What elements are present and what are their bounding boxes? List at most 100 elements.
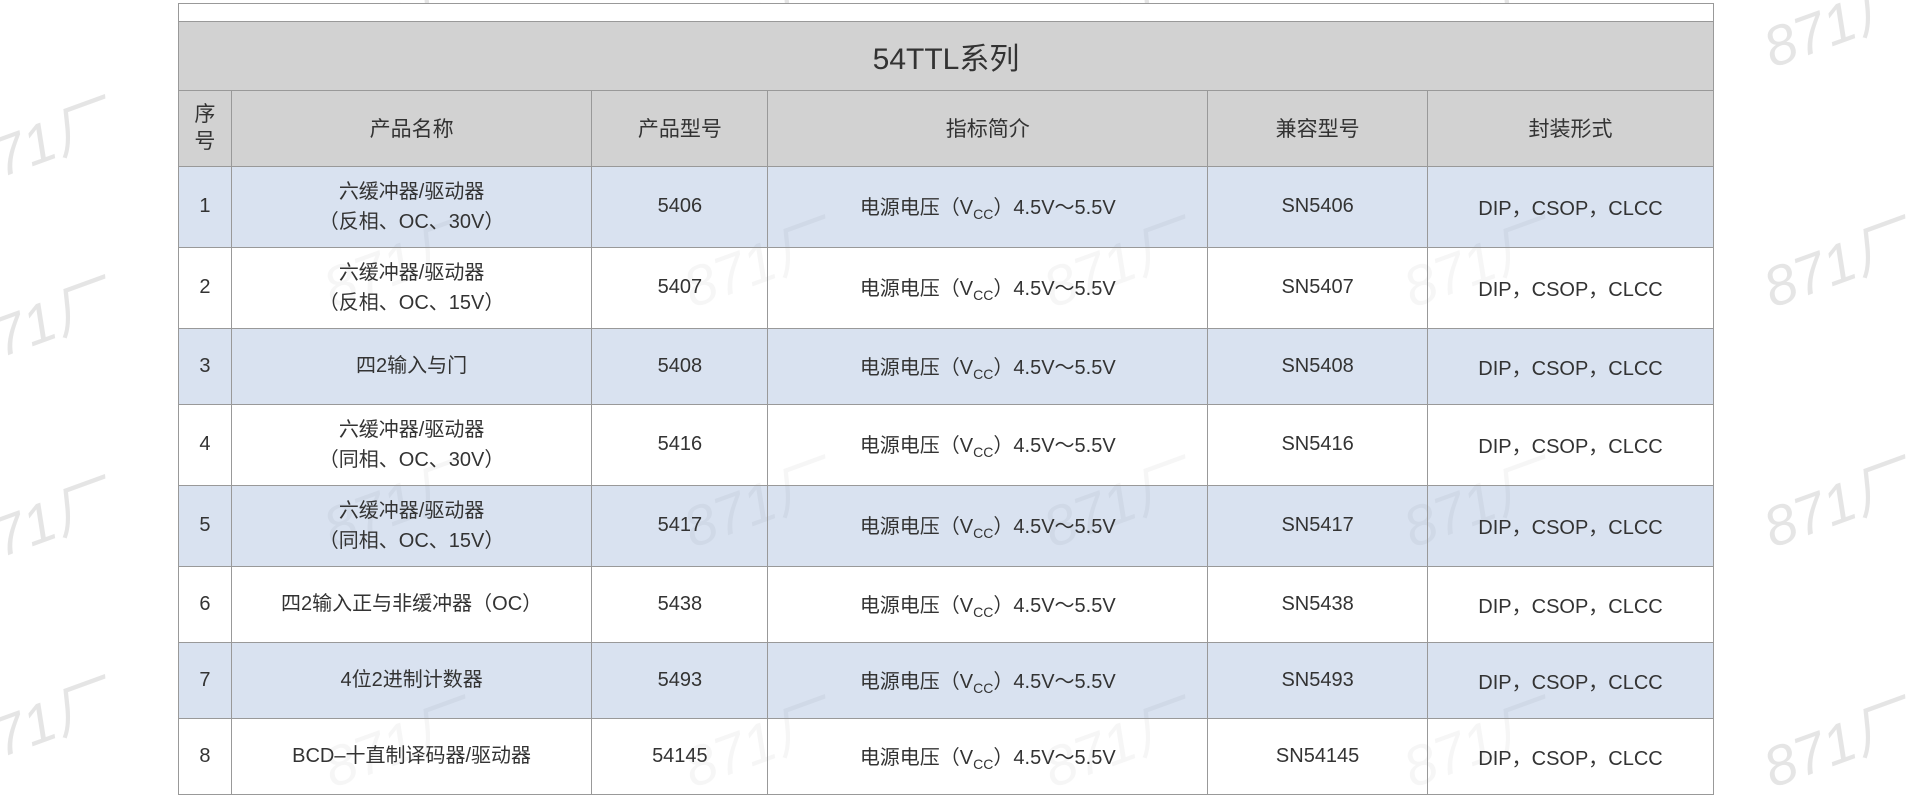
spec-subscript: CC xyxy=(973,680,993,696)
spec-suffix: ）4.5V～5.5V xyxy=(993,278,1115,300)
cell-name-line2: （反相、OC、30V） xyxy=(238,207,586,237)
spec-suffix: ）4.5V～5.5V xyxy=(993,516,1115,538)
cell-compat: SN5417 xyxy=(1208,485,1428,566)
cell-compat: SN5438 xyxy=(1208,566,1428,642)
cell-seq: 1 xyxy=(179,166,232,247)
spacer-cell xyxy=(179,4,1714,22)
cell-compat: SN5407 xyxy=(1208,247,1428,328)
cell-pkg: DIP，CSOP，CLCC xyxy=(1428,166,1714,247)
cell-compat: SN5493 xyxy=(1208,642,1428,718)
header-seq-l1: 序 xyxy=(194,103,215,126)
spec-suffix: ）4.5V～5.5V xyxy=(993,357,1115,379)
cell-spec: 电源电压（VCC）4.5V～5.5V xyxy=(768,718,1208,794)
cell-name: BCD–十直制译码器/驱动器 xyxy=(231,718,592,794)
cell-pkg: DIP，CSOP，CLCC xyxy=(1428,404,1714,485)
spec-prefix: 电源电压（V xyxy=(860,671,973,693)
cell-model: 5417 xyxy=(592,485,768,566)
header-pkg: 封装形式 xyxy=(1428,91,1714,167)
cell-name: 四2输入与门 xyxy=(231,328,592,404)
table-title: 54TTL系列 xyxy=(179,22,1714,91)
table-row: 5六缓冲器/驱动器（同相、OC、15V）5417电源电压（VCC）4.5V～5.… xyxy=(179,485,1714,566)
cell-seq: 7 xyxy=(179,642,232,718)
cell-spec: 电源电压（VCC）4.5V～5.5V xyxy=(768,328,1208,404)
spec-prefix: 电源电压（V xyxy=(860,516,973,538)
cell-compat: SN5406 xyxy=(1208,166,1428,247)
watermark-text: 871厂 xyxy=(0,77,119,204)
cell-compat: SN54145 xyxy=(1208,718,1428,794)
cell-seq: 2 xyxy=(179,247,232,328)
cell-name-line2: （同相、OC、30V） xyxy=(238,445,586,475)
cell-spec: 电源电压（VCC）4.5V～5.5V xyxy=(768,166,1208,247)
cell-model: 5493 xyxy=(592,642,768,718)
header-seq: 序 号 xyxy=(179,91,232,167)
spec-suffix: ）4.5V～5.5V xyxy=(993,435,1115,457)
title-row: 54TTL系列 xyxy=(179,22,1714,91)
spec-suffix: ）4.5V～5.5V xyxy=(993,671,1115,693)
header-seq-l2: 号 xyxy=(194,130,215,153)
spec-subscript: CC xyxy=(973,444,993,460)
cell-seq: 5 xyxy=(179,485,232,566)
table-row: 1六缓冲器/驱动器（反相、OC、30V）5406电源电压（VCC）4.5V～5.… xyxy=(179,166,1714,247)
cell-compat: SN5416 xyxy=(1208,404,1428,485)
table-row: 2六缓冲器/驱动器（反相、OC、15V）5407电源电压（VCC）4.5V～5.… xyxy=(179,247,1714,328)
cell-spec: 电源电压（VCC）4.5V～5.5V xyxy=(768,642,1208,718)
cell-name: 四2输入正与非缓冲器（OC） xyxy=(231,566,592,642)
table-row: 74位2进制计数器5493电源电压（VCC）4.5V～5.5VSN5493DIP… xyxy=(179,642,1714,718)
cell-pkg: DIP，CSOP，CLCC xyxy=(1428,485,1714,566)
spec-subscript: CC xyxy=(973,206,993,222)
spec-prefix: 电源电压（V xyxy=(860,747,973,769)
cell-spec: 电源电压（VCC）4.5V～5.5V xyxy=(768,485,1208,566)
cell-name-line1: 六缓冲器/驱动器 xyxy=(238,258,586,288)
spec-suffix: ）4.5V～5.5V xyxy=(993,595,1115,617)
cell-seq: 6 xyxy=(179,566,232,642)
cell-name-line2: （反相、OC、15V） xyxy=(238,288,586,318)
spec-subscript: CC xyxy=(973,366,993,382)
cell-pkg: DIP，CSOP，CLCC xyxy=(1428,718,1714,794)
cell-model: 5406 xyxy=(592,166,768,247)
header-compat: 兼容型号 xyxy=(1208,91,1428,167)
product-table: 54TTL系列 序 号 产品名称 产品型号 指标简介 兼容型号 封装形式 1六缓… xyxy=(178,3,1714,795)
cell-model: 5407 xyxy=(592,247,768,328)
cell-model: 54145 xyxy=(592,718,768,794)
cell-spec: 电源电压（VCC）4.5V～5.5V xyxy=(768,404,1208,485)
spec-prefix: 电源电压（V xyxy=(860,595,973,617)
cell-spec: 电源电压（VCC）4.5V～5.5V xyxy=(768,566,1208,642)
spec-suffix: ）4.5V～5.5V xyxy=(993,747,1115,769)
cell-compat: SN5408 xyxy=(1208,328,1428,404)
cell-spec: 电源电压（VCC）4.5V～5.5V xyxy=(768,247,1208,328)
table-row: 6四2输入正与非缓冲器（OC）5438电源电压（VCC）4.5V～5.5VSN5… xyxy=(179,566,1714,642)
watermark-text: 871厂 xyxy=(0,257,119,384)
spec-prefix: 电源电压（V xyxy=(860,278,973,300)
cell-pkg: DIP，CSOP，CLCC xyxy=(1428,328,1714,404)
top-spacer-row xyxy=(179,4,1714,22)
cell-name: 六缓冲器/驱动器（反相、OC、15V） xyxy=(231,247,592,328)
header-spec: 指标简介 xyxy=(768,91,1208,167)
table-row: 4六缓冲器/驱动器（同相、OC、30V）5416电源电压（VCC）4.5V～5.… xyxy=(179,404,1714,485)
spec-subscript: CC xyxy=(973,604,993,620)
watermark-text: 871厂 xyxy=(1751,677,1919,804)
cell-name: 六缓冲器/驱动器（同相、OC、15V） xyxy=(231,485,592,566)
cell-model: 5408 xyxy=(592,328,768,404)
table-body: 1六缓冲器/驱动器（反相、OC、30V）5406电源电压（VCC）4.5V～5.… xyxy=(179,166,1714,794)
header-name: 产品名称 xyxy=(231,91,592,167)
cell-pkg: DIP，CSOP，CLCC xyxy=(1428,566,1714,642)
spec-subscript: CC xyxy=(973,756,993,772)
watermark-text: 871厂 xyxy=(0,657,119,784)
spec-prefix: 电源电压（V xyxy=(860,435,973,457)
spec-prefix: 电源电压（V xyxy=(860,357,973,379)
cell-name-line1: 六缓冲器/驱动器 xyxy=(238,177,586,207)
spec-subscript: CC xyxy=(973,287,993,303)
cell-seq: 8 xyxy=(179,718,232,794)
cell-seq: 3 xyxy=(179,328,232,404)
cell-pkg: DIP，CSOP，CLCC xyxy=(1428,642,1714,718)
header-row: 序 号 产品名称 产品型号 指标简介 兼容型号 封装形式 xyxy=(179,91,1714,167)
watermark-text: 871厂 xyxy=(1751,437,1919,564)
cell-model: 5438 xyxy=(592,566,768,642)
cell-name: 六缓冲器/驱动器（反相、OC、30V） xyxy=(231,166,592,247)
watermark-text: 871厂 xyxy=(1751,197,1919,324)
cell-name-line2: （同相、OC、15V） xyxy=(238,526,586,556)
cell-name-line1: 六缓冲器/驱动器 xyxy=(238,496,586,526)
table-row: 8BCD–十直制译码器/驱动器54145电源电压（VCC）4.5V～5.5VSN… xyxy=(179,718,1714,794)
table-container: 54TTL系列 序 号 产品名称 产品型号 指标简介 兼容型号 封装形式 1六缓… xyxy=(178,0,1714,795)
cell-name: 六缓冲器/驱动器（同相、OC、30V） xyxy=(231,404,592,485)
